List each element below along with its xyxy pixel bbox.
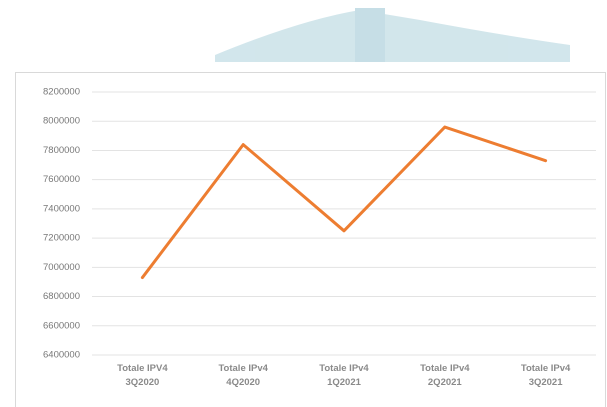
x-tick-label: Totale IPv4 2Q2021 — [413, 362, 477, 390]
y-tick-label: 7000000 — [43, 262, 80, 273]
y-tick-label: 7400000 — [43, 203, 80, 214]
chart-frame — [16, 73, 606, 407]
chart: 6400000 6600000 6800000 7000000 7200000 74000… — [0, 0, 607, 407]
y-tick-label: 8200000 — [43, 87, 80, 98]
page: 6400000 6600000 6800000 7000000 7200000 74000… — [0, 0, 607, 407]
x-tick-label: Totale IPV4 3Q2020 — [110, 362, 174, 390]
x-tick-label: Totale IPv4 1Q2021 — [312, 362, 376, 390]
x-tick-label: Totale IPv4 3Q2021 — [514, 362, 578, 390]
y-tick-label: 7600000 — [43, 174, 80, 185]
watermark — [215, 8, 570, 62]
y-tick-label: 6800000 — [43, 291, 80, 302]
y-tick-label: 7800000 — [43, 145, 80, 156]
y-tick-label: 8000000 — [43, 116, 80, 127]
line — [142, 127, 545, 277]
x-tick-label: Totale IPv4 4Q2020 — [211, 362, 275, 390]
y-tick-label: 6600000 — [43, 320, 80, 331]
y-tick-label: 6400000 — [43, 350, 80, 361]
y-tick-label: 7200000 — [43, 233, 80, 244]
